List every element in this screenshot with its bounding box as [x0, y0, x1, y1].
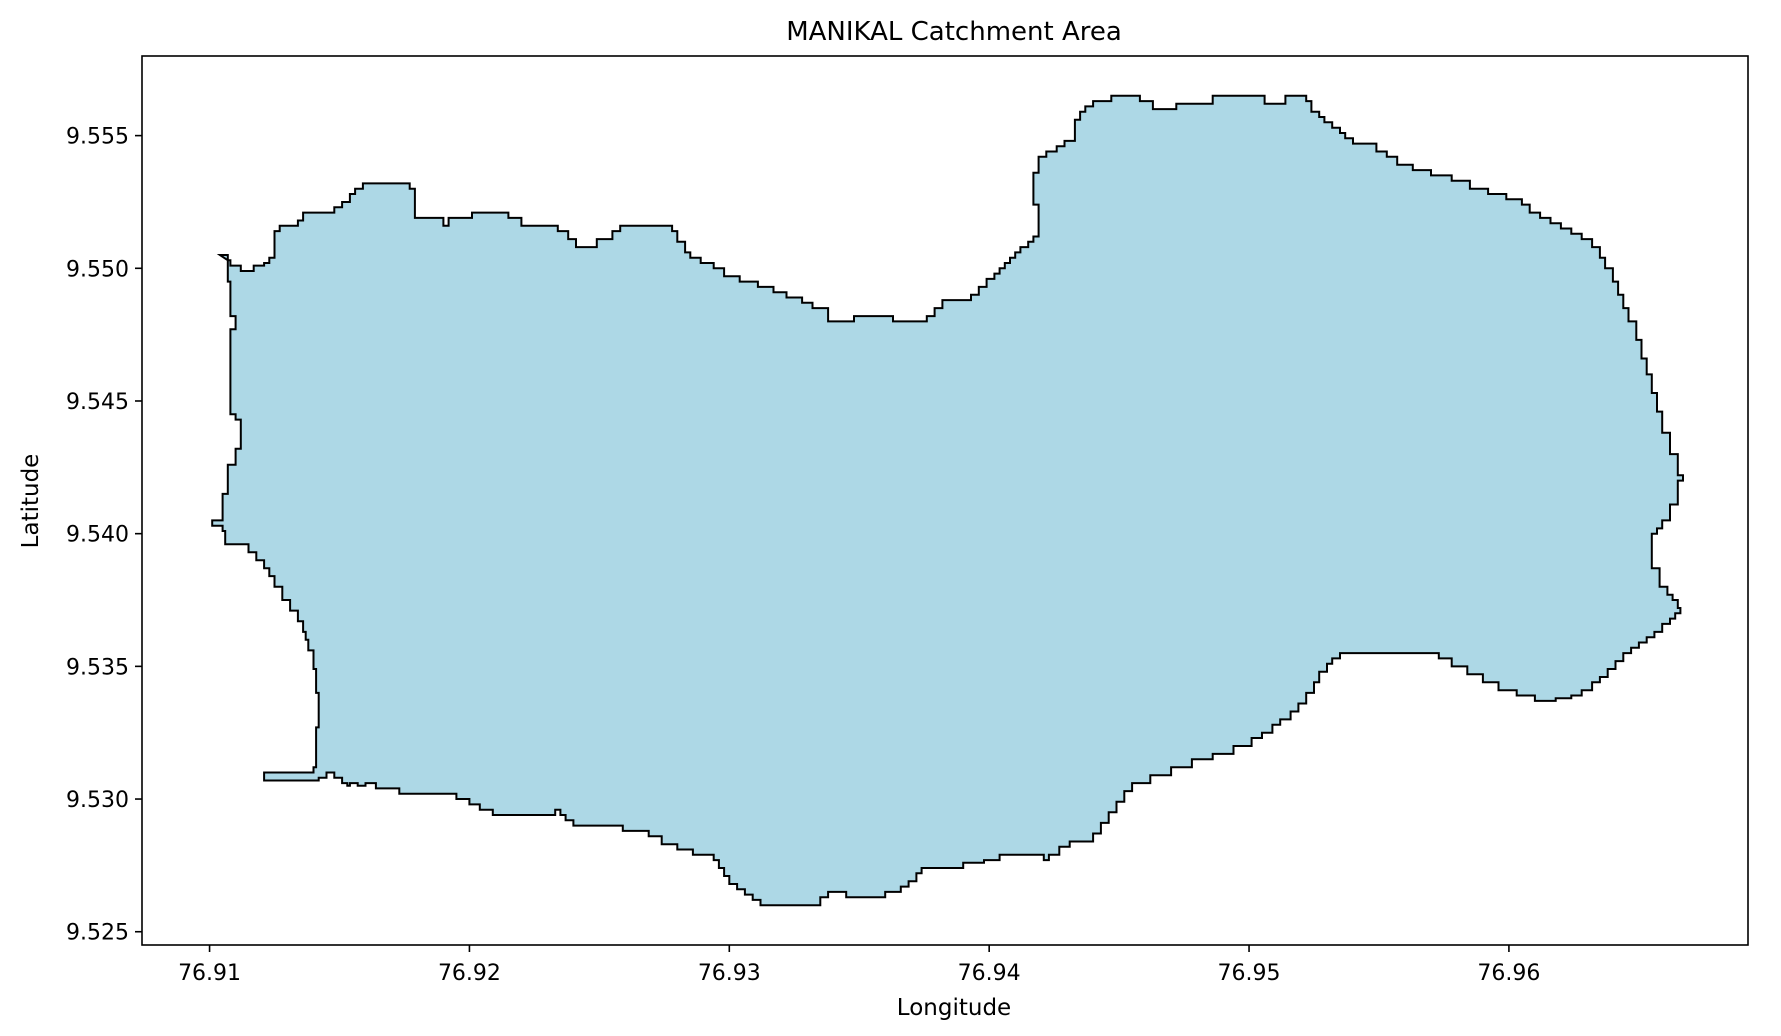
x-axis-label: Longitude	[897, 995, 1011, 1021]
x-tick-label: 76.92	[438, 961, 501, 986]
x-tick-label: 76.91	[178, 961, 241, 986]
plot-area	[141, 55, 1749, 946]
x-tick-label: 76.95	[1218, 961, 1281, 986]
map-title: MANIKAL Catchment Area	[786, 17, 1122, 47]
y-tick-label: 9.540	[66, 523, 129, 548]
y-tick-label: 9.525	[66, 921, 129, 946]
x-tick-label: 76.96	[1477, 961, 1540, 986]
x-axis: 76.91 76.92 76.93 76.94 76.95 76.96	[178, 945, 1540, 986]
plot-frame	[141, 55, 1749, 946]
y-axis-label: Latitude	[18, 454, 44, 549]
x-tick-label: 76.94	[958, 961, 1021, 986]
y-tick-label: 9.530	[66, 788, 129, 813]
y-tick-label: 9.550	[66, 257, 129, 282]
y-axis: 9.525 9.530 9.535 9.540 9.545 9.550 9.555	[66, 125, 142, 946]
y-tick-label: 9.555	[66, 125, 129, 150]
y-tick-label: 9.545	[66, 390, 129, 415]
catchment-polygon	[211, 94, 1684, 907]
y-tick-label: 9.535	[66, 655, 129, 680]
x-tick-label: 76.93	[698, 961, 761, 986]
